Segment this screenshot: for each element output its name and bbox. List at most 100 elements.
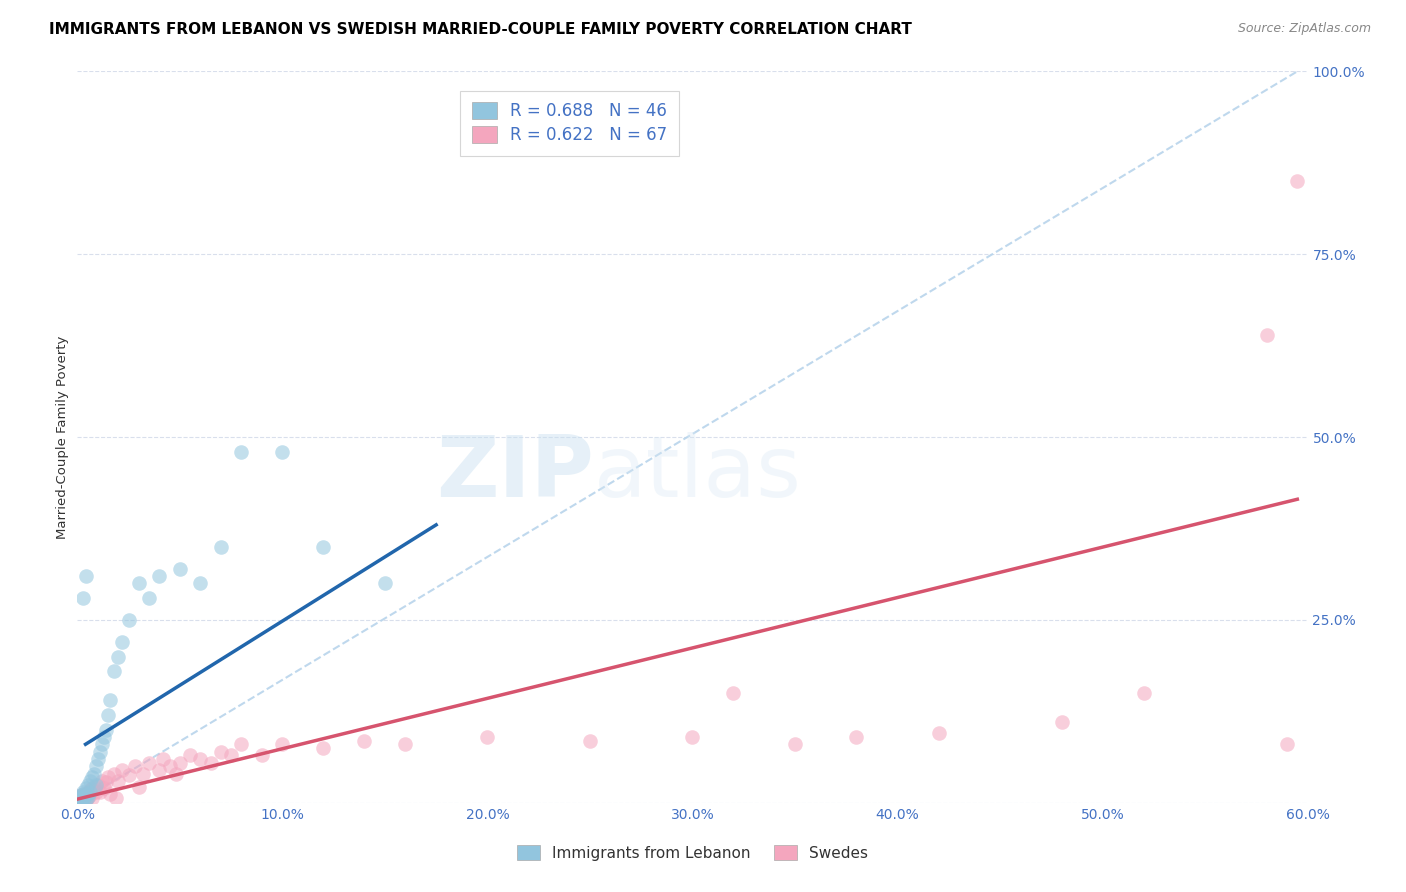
Point: [107, 649, 129, 664]
Point: [682, 730, 704, 744]
Point: [72, 789, 94, 803]
Point: [132, 766, 155, 780]
Point: [79, 782, 101, 797]
Point: [80, 790, 103, 805]
Text: Source: ZipAtlas.com: Source: ZipAtlas.com: [1237, 22, 1371, 36]
Point: [94, 723, 117, 737]
Point: [72, 794, 94, 808]
Point: [72, 789, 94, 804]
Point: [75, 789, 97, 803]
Text: atlas: atlas: [595, 432, 801, 516]
Point: [111, 763, 134, 777]
Point: [70, 794, 93, 808]
Point: [169, 562, 191, 576]
Point: [67, 794, 90, 808]
Point: [138, 756, 160, 770]
Point: [76, 787, 98, 801]
Point: [148, 763, 170, 777]
Point: [90, 737, 114, 751]
Point: [179, 748, 201, 763]
Point: [72, 787, 94, 801]
Point: [117, 613, 139, 627]
Point: [67, 792, 90, 806]
Point: [1286, 174, 1309, 188]
Point: [1132, 686, 1154, 700]
Point: [105, 790, 128, 805]
Point: [231, 737, 253, 751]
Point: [117, 768, 139, 782]
Point: [128, 576, 150, 591]
Point: [90, 773, 114, 788]
Point: [72, 789, 94, 804]
Point: [75, 792, 97, 806]
Point: [87, 778, 110, 792]
Point: [89, 785, 111, 799]
Text: IMMIGRANTS FROM LEBANON VS SWEDISH MARRIED-COUPLE FAMILY POVERTY CORRELATION CHA: IMMIGRANTS FROM LEBANON VS SWEDISH MARRI…: [49, 22, 912, 37]
Point: [84, 785, 107, 799]
Point: [72, 794, 94, 808]
Point: [76, 789, 98, 804]
Legend: Immigrants from Lebanon, Swedes: Immigrants from Lebanon, Swedes: [509, 837, 876, 868]
Point: [1256, 327, 1278, 342]
Point: [103, 664, 125, 678]
Point: [219, 748, 242, 763]
Y-axis label: Married-Couple Family Poverty: Married-Couple Family Poverty: [56, 335, 69, 539]
Point: [75, 569, 97, 583]
Point: [394, 737, 416, 751]
Point: [75, 787, 97, 801]
Point: [1275, 737, 1298, 751]
Point: [1050, 715, 1073, 730]
Point: [76, 785, 98, 799]
Point: [79, 785, 101, 799]
Point: [76, 789, 98, 804]
Point: [374, 576, 396, 591]
Point: [70, 792, 93, 806]
Point: [98, 787, 121, 801]
Point: [169, 756, 191, 770]
Point: [70, 789, 93, 803]
Point: [107, 773, 129, 788]
Point: [67, 789, 90, 804]
Point: [70, 789, 93, 803]
Point: [111, 635, 134, 649]
Point: [200, 756, 222, 770]
Point: [353, 733, 375, 747]
Point: [67, 794, 90, 808]
Point: [165, 766, 187, 780]
Point: [124, 759, 146, 773]
Point: [128, 780, 150, 794]
Point: [89, 745, 111, 759]
Point: [271, 444, 294, 458]
Point: [138, 591, 160, 605]
Point: [209, 745, 232, 759]
Point: [312, 540, 335, 554]
Point: [83, 766, 105, 780]
Point: [97, 770, 120, 784]
Point: [93, 781, 115, 796]
Point: [250, 748, 273, 763]
Point: [72, 790, 94, 805]
Point: [69, 789, 91, 804]
Point: [79, 789, 101, 803]
Point: [928, 726, 950, 740]
Point: [67, 789, 90, 804]
Point: [312, 740, 335, 755]
Text: ZIP: ZIP: [436, 432, 595, 516]
Point: [84, 778, 107, 792]
Point: [67, 794, 90, 808]
Point: [80, 781, 103, 796]
Point: [209, 540, 232, 554]
Point: [72, 591, 94, 605]
Point: [70, 790, 93, 805]
Point: [80, 770, 103, 784]
Point: [148, 569, 170, 583]
Point: [477, 730, 499, 744]
Point: [87, 752, 110, 766]
Point: [188, 752, 212, 766]
Point: [75, 781, 97, 796]
Point: [70, 794, 93, 808]
Point: [723, 686, 745, 700]
Point: [93, 730, 115, 744]
Point: [231, 444, 253, 458]
Point: [152, 752, 174, 766]
